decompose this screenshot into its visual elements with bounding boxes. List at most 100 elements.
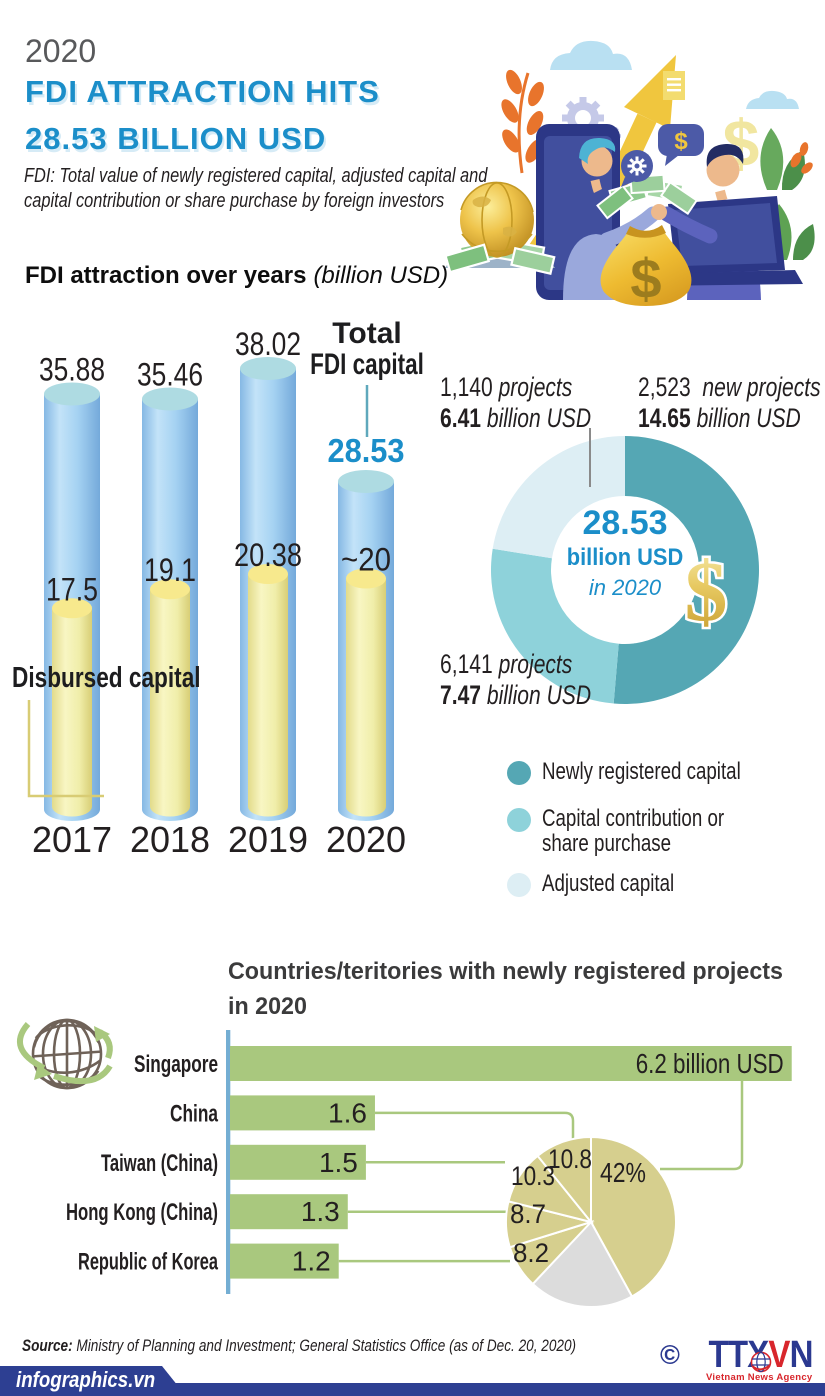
callout-adjusted-capital: 1,140 projects 6.41 billion USD [440, 372, 591, 434]
money-bag-dollar-icon: $ [630, 247, 661, 308]
countries-section-title: Countries/teritories with newly register… [228, 954, 783, 1024]
total-fdi-capital-label: Total FDI capital [287, 318, 447, 380]
disbursed-cylinder [150, 589, 190, 817]
pie-slice [590, 1135, 677, 1298]
adjusted-projects-suffix: projects [498, 372, 573, 402]
legend-item-contrib: Capital contribution or share purchase [507, 806, 782, 856]
donut-center-unit: billion USD [566, 544, 684, 571]
pie-slice-label: 10.8 [548, 1144, 592, 1174]
total-value-label: 35.46 [137, 357, 203, 393]
year-label: 2018 [130, 819, 210, 860]
country-label: Singapore [134, 1051, 218, 1078]
pie-connector-line [660, 1081, 744, 1171]
total-cylinder-top [142, 387, 198, 411]
pie-slice-label: 10.3 [511, 1161, 555, 1191]
donut-center-period: in 2020 [588, 575, 662, 600]
year-label: 2017 [32, 819, 112, 860]
overview-title-unit: (billion USD) [313, 262, 449, 289]
globe-icon [17, 1018, 113, 1090]
new-projects-count: 2,523 [638, 372, 691, 402]
total-value-label: 35.88 [39, 352, 105, 388]
country-bar [230, 1194, 348, 1230]
disbursed-cylinder-top [150, 579, 190, 600]
total-fdi-capital-line2: FDI capital [310, 348, 424, 381]
header-year: 2020 [25, 33, 97, 69]
contrib-value-suffix: billion USD [486, 680, 592, 710]
country-bar [230, 1144, 366, 1180]
total-cylinder-top [44, 382, 100, 406]
cloud-icon [550, 40, 799, 109]
overview-section-title: FDI attraction over years (billion USD) [25, 262, 448, 290]
legend-dot-new [507, 761, 531, 785]
year-label: 2019 [228, 819, 308, 860]
adjusted-projects-count: 1,140 [440, 372, 493, 402]
new-value: 14.65 [638, 403, 691, 433]
disbursed-leader-line [27, 700, 104, 798]
adjusted-value: 6.41 [440, 403, 481, 433]
country-value-label: 1.2 [292, 1246, 331, 1277]
legend-dot-contrib [507, 808, 531, 832]
adjusted-value-suffix: billion USD [486, 403, 592, 433]
donut-segment [492, 436, 625, 559]
dollar-bubble-icon: $ [658, 124, 704, 166]
new-projects-suffix: new projects [702, 372, 821, 402]
countries-title-line2: in 2020 [228, 993, 307, 1020]
callout-new-registered: 2,523 new projects 14.65 billion USD [638, 372, 821, 434]
fdi-structure-donut: $ [491, 428, 760, 704]
overview-title-text: FDI attraction over years [25, 262, 307, 289]
legend-label-adjusted: Adjusted capital [542, 870, 675, 897]
new-value-suffix: billion USD [696, 403, 801, 433]
country-value-label: 6.2 billion USD [636, 1048, 784, 1079]
legend-item-new: Newly registered capital [507, 758, 797, 785]
handshake [651, 204, 718, 244]
legend-dot-adjusted [507, 873, 531, 897]
page-subtitle-line1: FDI: Total value of newly registered cap… [24, 164, 488, 187]
disbursed-value-label: ~20 [341, 542, 391, 578]
source-label: Source: [22, 1336, 73, 1355]
footer-strip [0, 1383, 825, 1396]
pie-slice-label: 42% [600, 1157, 646, 1188]
pie-slice-label: 8.7 [510, 1199, 546, 1229]
disbursed-value-label: 20.38 [234, 537, 302, 573]
country-bar [230, 1243, 339, 1279]
pie-connector-line [374, 1111, 575, 1140]
bubble-dollar-icon: $ [674, 128, 688, 155]
money-bag-icon: $ [600, 225, 692, 308]
footer-banner [0, 1366, 186, 1396]
legend-item-adjusted: Adjusted capital [507, 870, 711, 897]
ttxvn-logo: © TTXVN Vietnam News Agency [660, 1336, 813, 1383]
total-cylinder-top [338, 469, 394, 493]
donut-segment [613, 436, 760, 704]
country-label: Republic of Korea [78, 1249, 218, 1276]
disbursed-value-label: 19.1 [144, 552, 196, 588]
disbursed-cylinder-top [346, 568, 386, 589]
total-value-label-highlight: 28.53 [328, 432, 405, 469]
ttxvn-globe-icon [750, 1351, 772, 1373]
countries-axis [226, 1030, 231, 1294]
gear-bubble-icon [621, 150, 653, 187]
disbursed-cylinder-top [52, 598, 92, 619]
country-value-label: 1.6 [328, 1097, 367, 1128]
source-text: Ministry of Planning and Investment; Gen… [72, 1336, 577, 1355]
donut-center-label: 28.53 billion USD in 2020 [525, 505, 725, 603]
ttxvn-caption: Vietnam News Agency [705, 1372, 813, 1383]
disbursed-capital-label: Disbursed capital [12, 662, 201, 694]
page-subtitle-line2: capital contribution or share purchase b… [24, 189, 445, 212]
page-subtitle: FDI: Total value of newly registered cap… [24, 163, 487, 213]
country-label: Taiwan (China) [101, 1150, 218, 1177]
contrib-projects-count: 6,141 [440, 649, 493, 679]
disbursed-cylinder-top [248, 563, 288, 584]
gold-dollar-icon: $ [685, 543, 728, 639]
country-bar [230, 1095, 375, 1131]
page-title: FDI ATTRACTION HITS 28.53 BILLION USD [25, 68, 380, 162]
fdi-over-years-chart: 35.88 17.5 2017 35.46 19.1 2018 38.02 20.38 2019… [27, 326, 406, 860]
disbursed-cylinder [346, 578, 386, 817]
countries-bar-chart: Singapore 6.2 billion USD China 1.6 Taiwan (… [66, 1030, 792, 1308]
legend-label-new: Newly registered capital [542, 758, 741, 785]
page-title-line2: 28.53 BILLION USD [25, 121, 327, 156]
callout-contribution: 6,141 projects 7.47 billion USD [440, 649, 591, 711]
contrib-projects-suffix: projects [498, 649, 573, 679]
header-illustration: $ [444, 40, 815, 308]
country-label: China [170, 1100, 218, 1127]
